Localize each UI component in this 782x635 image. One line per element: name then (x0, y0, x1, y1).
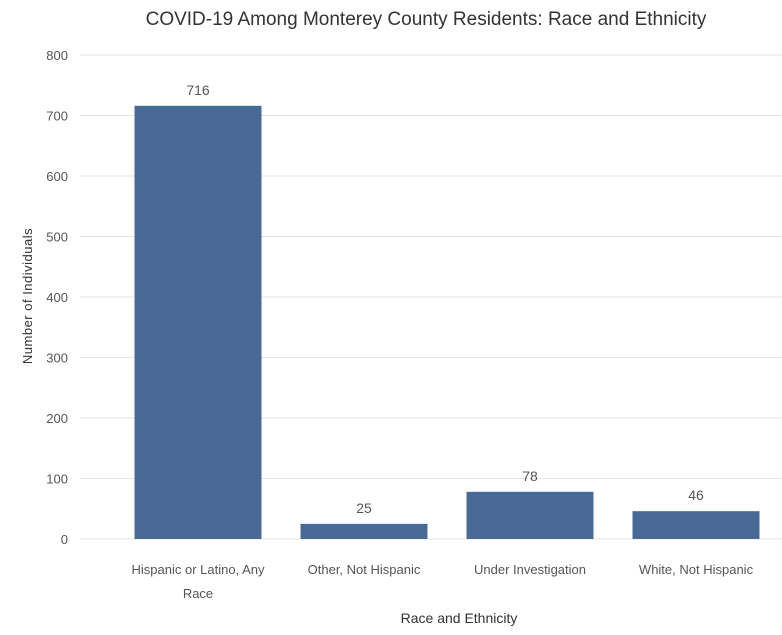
y-axis-title: Number of Individuals (20, 228, 35, 364)
bar (632, 511, 760, 539)
x-axis-title: Race and Ethnicity (401, 610, 518, 626)
x-tick-label: Other, Not Hispanic (308, 562, 421, 577)
y-tick-label: 300 (46, 351, 68, 366)
data-label: 46 (688, 487, 704, 503)
bar (466, 491, 594, 539)
bar (300, 523, 428, 539)
y-tick-label: 700 (46, 109, 68, 124)
y-tick-label: 100 (46, 472, 68, 487)
data-labels: 716 25 78 46 (186, 82, 704, 516)
y-tick-label: 600 (46, 169, 68, 184)
y-tick-label: 400 (46, 290, 68, 305)
y-axis-ticks: 0 100 200 300 400 500 600 700 800 (46, 48, 68, 547)
x-axis-ticks: Hispanic or Latino, Any Race Other, Not Hi… (132, 562, 754, 601)
y-tick-label: 200 (46, 411, 68, 426)
x-tick-label: White, Not Hispanic (639, 562, 754, 577)
y-tick-label: 500 (46, 230, 68, 245)
bar (134, 105, 262, 539)
chart-title: COVID-19 Among Monterey County Residents… (146, 9, 707, 30)
data-label: 25 (356, 500, 372, 516)
data-label: 78 (522, 468, 538, 484)
y-tick-label: 0 (61, 532, 68, 547)
x-tick-label: Hispanic or Latino, Any Race (132, 562, 265, 601)
bars (134, 105, 760, 539)
data-label: 716 (186, 82, 210, 98)
x-tick-label: Under Investigation (474, 562, 586, 577)
y-tick-label: 800 (46, 48, 68, 63)
